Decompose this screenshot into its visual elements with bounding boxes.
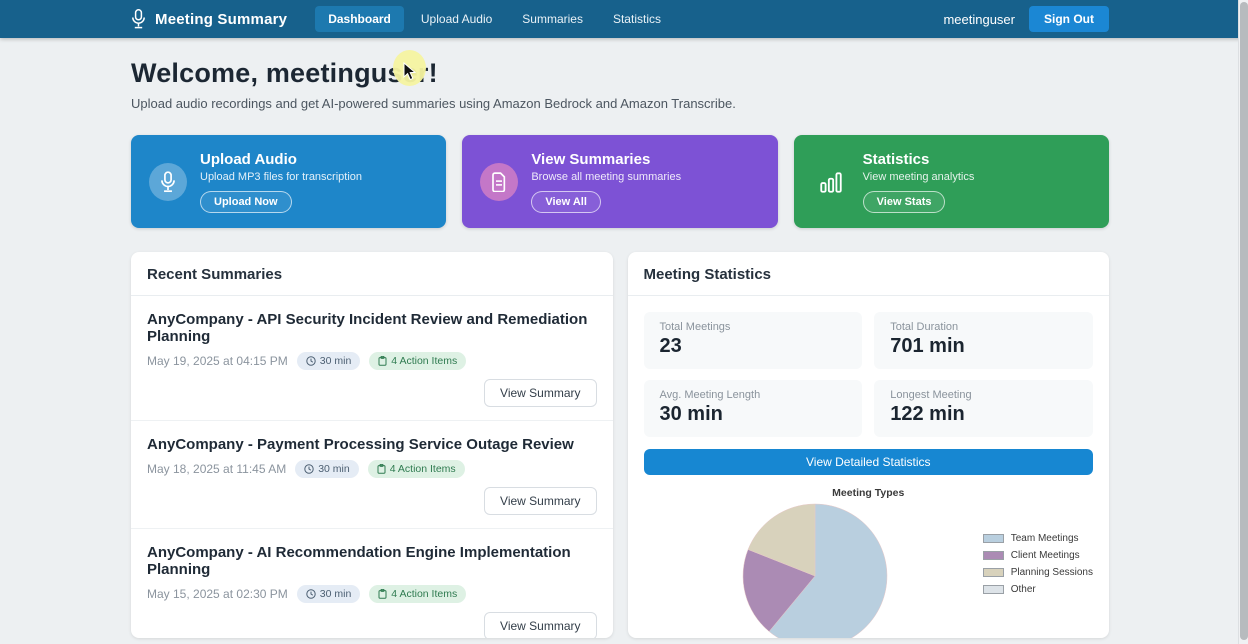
sign-out-button[interactable]: Sign Out xyxy=(1029,6,1109,32)
view-all-button[interactable]: View All xyxy=(531,190,601,213)
brand: Meeting Summary xyxy=(131,9,287,29)
microphone-icon xyxy=(132,9,145,29)
summary-title: AnyCompany - API Security Incident Revie… xyxy=(147,311,588,345)
card-description: Browse all meeting summaries xyxy=(531,170,682,183)
card-title: Statistics xyxy=(862,150,930,168)
username-label: meetinguser xyxy=(943,11,1015,27)
stat-avg-meeting-length: Avg. Meeting Length 30 min xyxy=(643,380,863,437)
summary-date: May 18, 2025 at 11:45 AM xyxy=(147,462,287,476)
view-summaries-card[interactable]: View Summaries Browse all meeting summar… xyxy=(462,135,778,228)
duration-badge: 30 min xyxy=(296,352,361,370)
pie-slice xyxy=(742,549,815,632)
view-detailed-statistics-button[interactable]: View Detailed Statistics xyxy=(643,449,1093,475)
summary-title: AnyCompany - AI Recommendation Engine Im… xyxy=(147,544,571,578)
bar-chart-icon xyxy=(812,163,850,201)
view-summary-button[interactable]: View Summary xyxy=(484,487,597,515)
meeting-statistics-title: Meeting Statistics xyxy=(627,252,1109,296)
nav-links: Dashboard Upload Audio Summaries Statist… xyxy=(315,6,674,32)
duration-badge: 30 min xyxy=(296,585,361,603)
page-subtitle: Upload audio recordings and get AI-power… xyxy=(131,96,736,111)
nav-item-summaries[interactable]: Summaries xyxy=(522,12,583,26)
stat-total-duration: Total Duration 701 min xyxy=(874,312,1093,369)
pie-chart xyxy=(742,503,887,638)
clock-icon xyxy=(304,464,314,474)
clipboard-icon xyxy=(377,464,386,474)
statistics-card[interactable]: Statistics View meeting analytics View S… xyxy=(793,135,1109,228)
recent-summaries-title: Recent Summaries xyxy=(131,252,613,296)
pie-slice xyxy=(747,503,815,577)
legend-swatch xyxy=(982,585,1004,594)
duration-badge: 30 min xyxy=(295,460,359,478)
upload-now-button[interactable]: Upload Now xyxy=(200,190,292,213)
summary-date: May 15, 2025 at 02:30 PM xyxy=(147,587,288,601)
chart-title: Meeting Types xyxy=(832,487,905,499)
mouse-cursor-icon xyxy=(403,62,417,81)
legend-item: Other xyxy=(982,584,1093,595)
card-title: View Summaries xyxy=(531,150,651,168)
navbar: Meeting Summary Dashboard Upload Audio S… xyxy=(0,0,1248,38)
upload-audio-card[interactable]: Upload Audio Upload MP3 files for transc… xyxy=(131,135,447,228)
action-cards-row: Upload Audio Upload MP3 files for transc… xyxy=(131,135,1109,228)
legend-item: Team Meetings xyxy=(982,533,1093,544)
page-title: Welcome, meetinguser! xyxy=(131,58,438,88)
card-description: Upload MP3 files for transcription xyxy=(200,170,363,183)
clock-icon xyxy=(306,589,316,599)
nav-item-upload-audio[interactable]: Upload Audio xyxy=(420,12,493,26)
action-items-badge: 4 Action Items xyxy=(369,585,467,603)
chart-legend: Team Meetings Client Meetings Planning S… xyxy=(982,533,1093,595)
summary-item: AnyCompany - API Security Incident Revie… xyxy=(131,296,613,421)
clock-icon xyxy=(306,356,316,366)
microphone-icon xyxy=(149,162,187,201)
clipboard-icon xyxy=(378,356,387,366)
welcome-section: Welcome, meetinguser! Upload audio recor… xyxy=(131,58,1109,111)
scrollbar-thumb[interactable] xyxy=(1240,2,1248,640)
summary-title: AnyCompany - Payment Processing Service … xyxy=(147,436,574,453)
view-summary-button[interactable]: View Summary xyxy=(484,379,597,407)
nav-item-statistics[interactable]: Statistics xyxy=(612,12,661,26)
summary-item: AnyCompany - Payment Processing Service … xyxy=(131,421,613,529)
summary-date: May 19, 2025 at 04:15 PM xyxy=(147,354,288,368)
summary-item: AnyCompany - AI Recommendation Engine Im… xyxy=(131,529,613,638)
meeting-statistics-panel: Meeting Statistics Total Meetings 23 Tot… xyxy=(627,252,1109,638)
stat-total-meetings: Total Meetings 23 xyxy=(643,312,863,369)
legend-item: Client Meetings xyxy=(982,550,1093,561)
stat-longest-meeting: Longest Meeting 122 min xyxy=(874,380,1093,437)
view-summary-button[interactable]: View Summary xyxy=(484,612,597,638)
view-stats-button[interactable]: View Stats xyxy=(862,190,946,213)
pie-slice xyxy=(768,503,887,638)
card-title: Upload Audio xyxy=(200,150,297,168)
recent-summaries-panel: Recent Summaries AnyCompany - API Securi… xyxy=(131,252,613,638)
page-scrollbar[interactable] xyxy=(1238,0,1248,644)
action-items-badge: 4 Action Items xyxy=(369,352,467,370)
legend-item: Planning Sessions xyxy=(982,567,1093,578)
app-title: Meeting Summary xyxy=(155,10,288,28)
meeting-types-chart: Meeting Types Team Meetings Client Meeti… xyxy=(644,487,1093,638)
legend-swatch xyxy=(982,568,1004,577)
clipboard-icon xyxy=(378,589,387,599)
card-description: View meeting analytics xyxy=(862,170,975,183)
legend-swatch xyxy=(982,534,1004,543)
action-items-badge: 4 Action Items xyxy=(367,460,465,478)
legend-swatch xyxy=(982,551,1004,560)
document-icon xyxy=(480,162,519,201)
nav-item-dashboard[interactable]: Dashboard xyxy=(315,6,404,32)
